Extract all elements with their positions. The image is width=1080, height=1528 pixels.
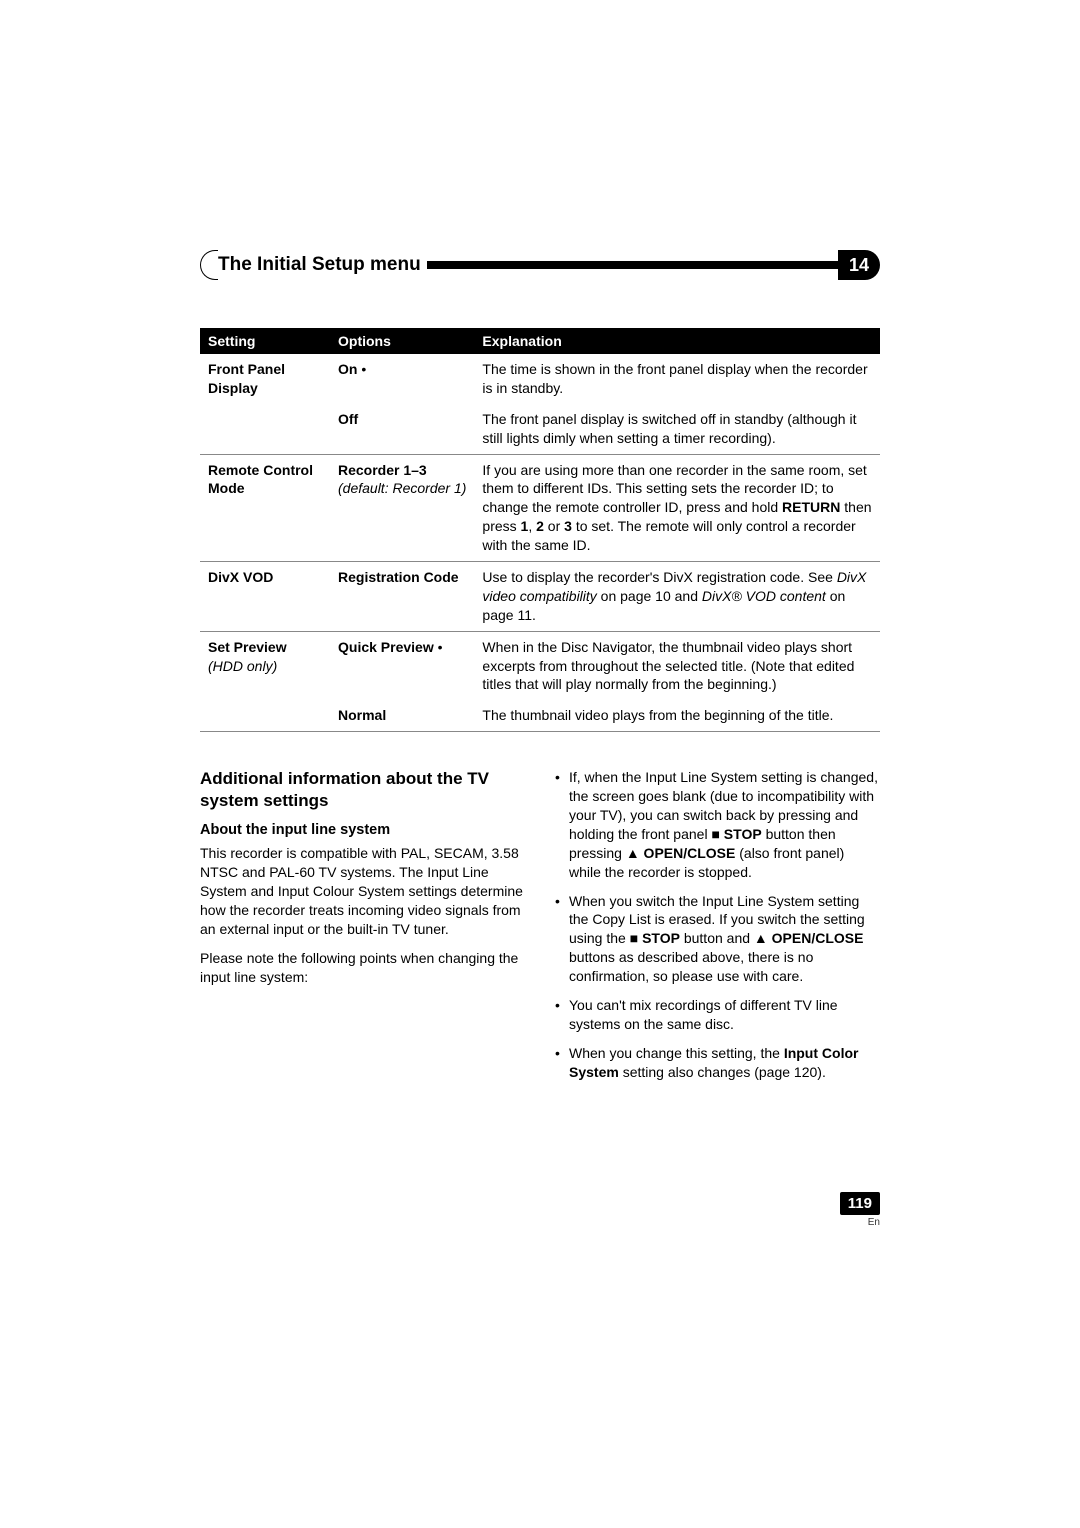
prose-section: Additional information about the TV syst… bbox=[200, 768, 880, 1091]
stop-icon: ■ bbox=[630, 930, 638, 946]
exp-ref: DivX® VOD content bbox=[702, 588, 826, 604]
cell-option: Off bbox=[330, 404, 474, 454]
page-lang: En bbox=[840, 1217, 880, 1228]
list-item: You can't mix recordings of different TV… bbox=[555, 996, 880, 1034]
exp-text: or bbox=[544, 518, 564, 534]
cell-option: Normal bbox=[330, 700, 474, 731]
settings-table: Setting Options Explanation Front Panel … bbox=[200, 328, 880, 732]
cell-explanation: If you are using more than one recorder … bbox=[474, 454, 880, 561]
paragraph: This recorder is compatible with PAL, SE… bbox=[200, 844, 525, 938]
table-header-row: Setting Options Explanation bbox=[200, 328, 880, 354]
eject-icon: ▲ bbox=[754, 930, 768, 946]
page-header: The Initial Setup menu 14 bbox=[200, 250, 880, 280]
cell-setting: Set Preview (HDD only) bbox=[200, 631, 330, 700]
default-dot: • bbox=[361, 361, 366, 377]
option-note: (default: Recorder 1) bbox=[338, 480, 466, 496]
cell-explanation: The front panel display is switched off … bbox=[474, 404, 880, 454]
li-text: button and bbox=[680, 930, 754, 946]
sub-title: About the input line system bbox=[200, 821, 525, 841]
cell-option: On • bbox=[330, 354, 474, 404]
stop-icon: ■ bbox=[711, 826, 719, 842]
table-row: Remote Control Mode Recorder 1–3 (defaul… bbox=[200, 454, 880, 561]
cell-option: Recorder 1–3 (default: Recorder 1) bbox=[330, 454, 474, 561]
page-number-badge: 119 bbox=[840, 1192, 880, 1215]
setting-line2: Mode bbox=[208, 480, 245, 496]
setting-line1: Set Preview bbox=[208, 639, 287, 655]
cell-setting: Remote Control Mode bbox=[200, 454, 330, 561]
cell-setting: Front Panel Display bbox=[200, 354, 330, 404]
li-text: setting also changes (page 120). bbox=[619, 1064, 826, 1080]
li-open: OPEN/CLOSE bbox=[640, 845, 736, 861]
cell-explanation: When in the Disc Navigator, the thumbnai… bbox=[474, 631, 880, 700]
page-footer: 119 En bbox=[840, 1192, 880, 1228]
li-text: When you change this setting, the bbox=[569, 1045, 784, 1061]
option-label: Quick Preview bbox=[338, 639, 434, 655]
li-open: OPEN/CLOSE bbox=[768, 930, 864, 946]
default-dot: • bbox=[438, 639, 443, 655]
prose-left-col: Additional information about the TV syst… bbox=[200, 768, 525, 1091]
section-title: Additional information about the TV syst… bbox=[200, 768, 525, 811]
setting-note: (HDD only) bbox=[208, 658, 277, 674]
cell-option: Registration Code bbox=[330, 562, 474, 632]
table-row: Off The front panel display is switched … bbox=[200, 404, 880, 454]
cell-option: Quick Preview • bbox=[330, 631, 474, 700]
table-row: Set Preview (HDD only) Quick Preview • W… bbox=[200, 631, 880, 700]
list-item: When you switch the Input Line System se… bbox=[555, 892, 880, 986]
exp-text: on page 10 and bbox=[597, 588, 702, 604]
bullet-list: If, when the Input Line System setting i… bbox=[555, 768, 880, 1081]
cell-setting bbox=[200, 700, 330, 731]
option-label: Recorder 1–3 bbox=[338, 462, 427, 478]
paragraph: Please note the following points when ch… bbox=[200, 949, 525, 987]
list-item: When you change this setting, the Input … bbox=[555, 1044, 880, 1082]
li-stop: STOP bbox=[720, 826, 762, 842]
header-cap bbox=[200, 250, 218, 280]
cell-setting: DivX VOD bbox=[200, 562, 330, 632]
prose-right-col: If, when the Input Line System setting i… bbox=[555, 768, 880, 1091]
cell-explanation: The time is shown in the front panel dis… bbox=[474, 354, 880, 404]
table-row: Front Panel Display On • The time is sho… bbox=[200, 354, 880, 404]
li-text: buttons as described above, there is no … bbox=[569, 949, 813, 984]
cell-explanation: Use to display the recorder's DivX regis… bbox=[474, 562, 880, 632]
header-rule bbox=[427, 261, 838, 269]
cell-explanation: The thumbnail video plays from the begin… bbox=[474, 700, 880, 731]
cell-setting bbox=[200, 404, 330, 454]
eject-icon: ▲ bbox=[626, 845, 640, 861]
exp-key: 2 bbox=[536, 518, 544, 534]
list-item: If, when the Input Line System setting i… bbox=[555, 768, 880, 881]
exp-return: RETURN bbox=[782, 499, 840, 515]
setting-line1: Remote Control bbox=[208, 462, 313, 478]
exp-text: , bbox=[528, 518, 536, 534]
col-header-options: Options bbox=[330, 328, 474, 354]
exp-key: 3 bbox=[564, 518, 572, 534]
col-header-explanation: Explanation bbox=[474, 328, 880, 354]
page-title: The Initial Setup menu bbox=[218, 254, 427, 276]
exp-text: Use to display the recorder's DivX regis… bbox=[482, 569, 836, 585]
table-row: DivX VOD Registration Code Use to displa… bbox=[200, 562, 880, 632]
option-label: On bbox=[338, 361, 357, 377]
chapter-badge: 14 bbox=[838, 250, 880, 280]
col-header-setting: Setting bbox=[200, 328, 330, 354]
li-stop: STOP bbox=[638, 930, 680, 946]
table-row: Normal The thumbnail video plays from th… bbox=[200, 700, 880, 731]
